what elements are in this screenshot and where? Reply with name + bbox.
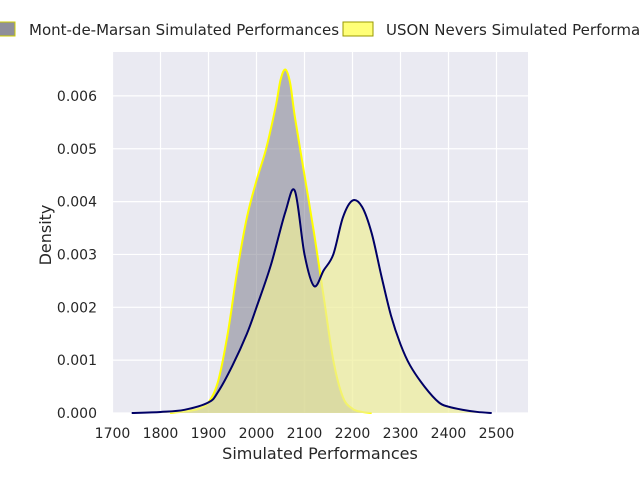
y-tick-label: 0.003 — [57, 247, 97, 263]
y-tick-label: 0.002 — [57, 300, 97, 316]
x-tick-label: 2200 — [335, 426, 371, 442]
x-tick-label: 1900 — [191, 426, 227, 442]
x-axis-ticks: 1700 1800 1900 2000 2100 2200 2300 2400 2500 — [95, 426, 515, 442]
legend-swatch-uson-nevers — [342, 21, 374, 37]
x-tick-label: 2300 — [383, 426, 419, 442]
y-tick-label: 0.001 — [57, 353, 97, 369]
y-tick-label: 0.004 — [57, 195, 97, 211]
x-tick-label: 2000 — [239, 426, 275, 442]
legend-label-uson-nevers: USON Nevers Simulated Performances — [386, 21, 640, 39]
x-tick-label: 1700 — [95, 426, 131, 442]
legend-swatch-mont-de-marsan — [0, 21, 16, 37]
legend-label-mont-de-marsan: Mont-de-Marsan Simulated Performances — [29, 21, 339, 39]
y-axis-label: Density — [36, 205, 55, 266]
x-tick-label: 2100 — [287, 426, 323, 442]
y-tick-label: 0.005 — [57, 142, 97, 158]
y-axis-ticks: 0.000 0.001 0.002 0.003 0.004 0.005 0.006 — [57, 89, 97, 422]
x-tick-label: 1800 — [143, 426, 179, 442]
y-tick-label: 0.000 — [57, 406, 97, 422]
series-layer — [131, 68, 492, 414]
density-area-series-1 — [131, 189, 492, 413]
x-tick-label: 2400 — [431, 426, 467, 442]
density-line-series-1 — [131, 188, 492, 414]
legend: Mont-de-Marsan Simulated Performances US… — [0, 21, 640, 39]
y-tick-label: 0.006 — [57, 89, 97, 105]
x-axis-label: Simulated Performances — [222, 444, 418, 463]
x-tick-label: 2500 — [479, 426, 515, 442]
